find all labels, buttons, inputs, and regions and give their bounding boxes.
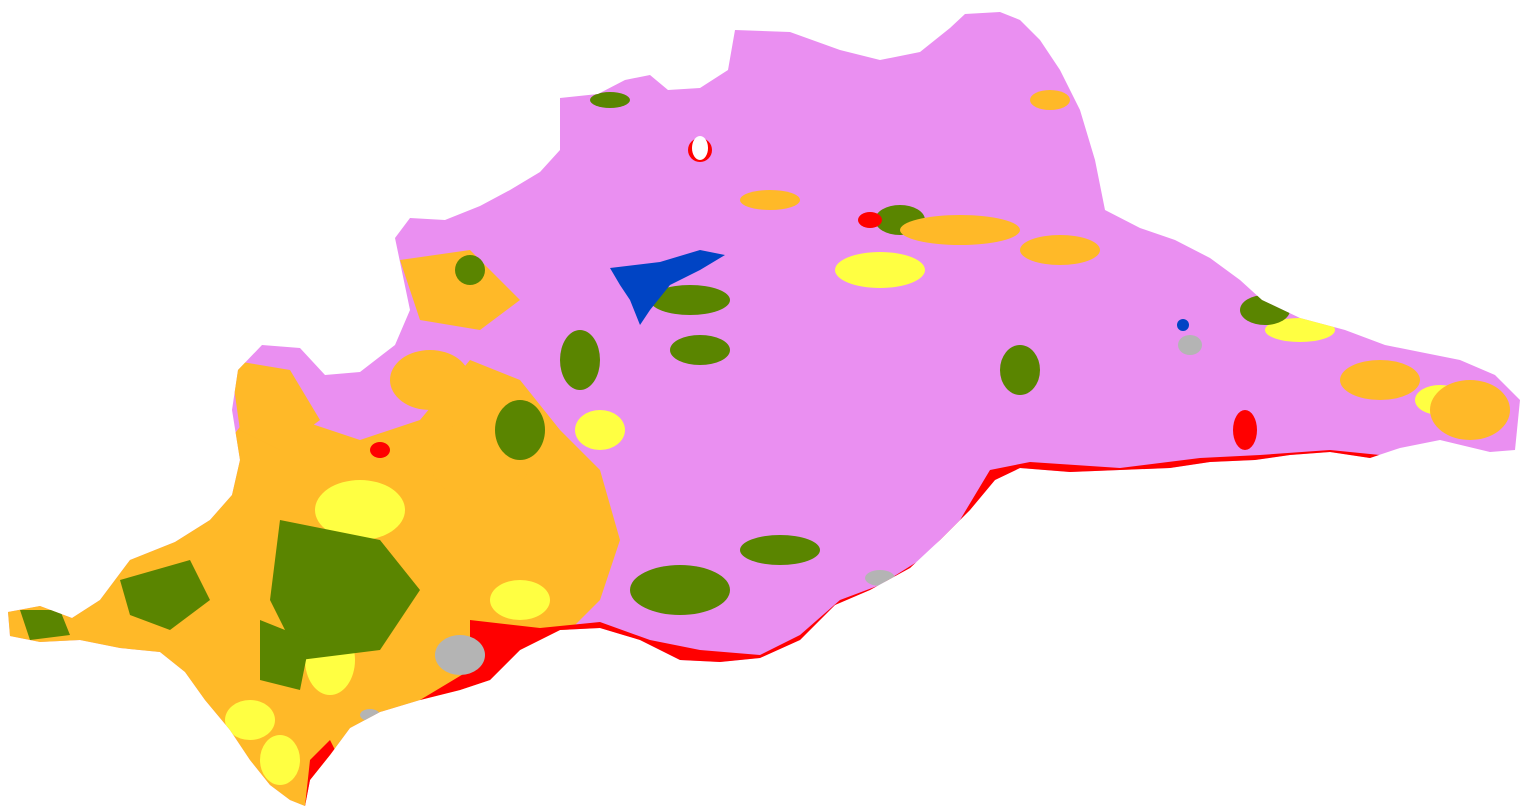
forest-patch <box>455 255 485 285</box>
grassland-patch <box>225 700 275 740</box>
shrubland-patch <box>1030 90 1070 110</box>
shrubland-patch <box>1340 360 1420 400</box>
shrubland-patch <box>900 215 1020 245</box>
shrubland-east <box>1430 380 1510 440</box>
forest-patch <box>120 560 210 630</box>
urban-patch <box>858 212 882 228</box>
grassland-patch <box>490 580 550 620</box>
lake-bed <box>692 136 708 160</box>
bare-area <box>360 709 380 721</box>
forest-patch <box>260 620 310 690</box>
forest-patch <box>1000 345 1040 395</box>
water-patch <box>1177 319 1189 331</box>
grassland-patch <box>1265 318 1335 342</box>
bare-area <box>865 570 895 586</box>
forest-patch <box>20 610 70 640</box>
forest-patch <box>1240 295 1290 325</box>
forest-patch <box>740 535 820 565</box>
shrubland-northwest <box>230 360 320 450</box>
forest-patch <box>630 565 730 615</box>
forest-patch <box>270 520 420 660</box>
forest-patch <box>590 92 630 108</box>
forest-patch <box>495 400 545 460</box>
urban-patch <box>370 442 390 458</box>
bare-area <box>435 635 485 675</box>
reservoir <box>610 250 725 325</box>
shrubland-patch <box>740 190 800 210</box>
shrubland-patch <box>390 350 470 410</box>
grassland-patch <box>575 410 625 450</box>
forest-patch <box>560 330 600 390</box>
grassland-patch <box>260 735 300 785</box>
forest-patch <box>650 285 730 315</box>
grassland-patch <box>835 252 925 288</box>
urban-patch <box>1233 410 1257 450</box>
bare-area <box>1178 335 1202 355</box>
shrubland-patch <box>1020 235 1100 265</box>
forest-patch <box>670 335 730 365</box>
grassland-patch <box>315 480 405 540</box>
shrubland-north <box>400 250 520 330</box>
